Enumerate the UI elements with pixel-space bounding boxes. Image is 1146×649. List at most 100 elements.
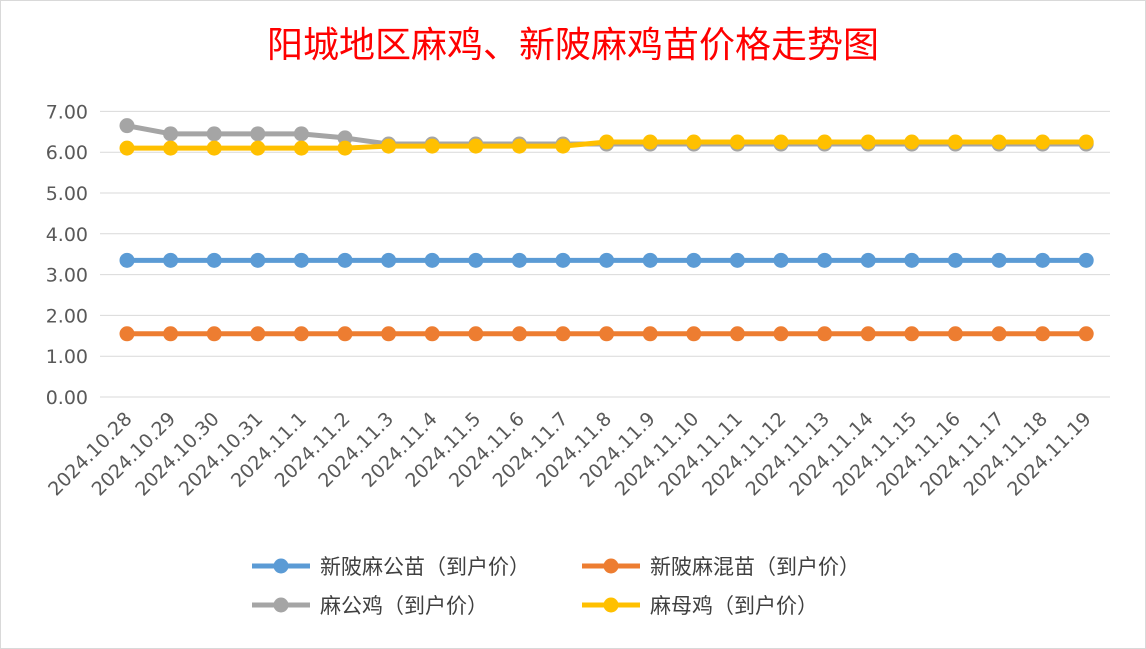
y-tick-label: 7.00 — [46, 101, 88, 123]
data-point — [119, 252, 135, 268]
y-tick-label: 0.00 — [46, 387, 88, 409]
data-point — [250, 252, 266, 268]
series-0 — [119, 252, 1094, 268]
data-point — [642, 134, 658, 150]
data-point — [381, 326, 397, 342]
data-point — [511, 326, 527, 342]
data-point — [119, 118, 135, 134]
legend-marker — [273, 558, 289, 574]
data-point — [206, 252, 222, 268]
data-point — [1035, 134, 1051, 150]
data-point — [1035, 326, 1051, 342]
legend-marker — [603, 558, 619, 574]
data-point — [163, 140, 179, 156]
data-point — [686, 326, 702, 342]
data-point — [860, 252, 876, 268]
data-point — [991, 326, 1007, 342]
data-point — [1078, 252, 1094, 268]
legend-item: 麻公鸡（到户价） — [252, 594, 488, 618]
data-point — [642, 326, 658, 342]
data-point — [337, 326, 353, 342]
data-point — [599, 134, 615, 150]
data-point — [163, 326, 179, 342]
data-point — [555, 138, 571, 154]
data-point — [424, 138, 440, 154]
data-point — [468, 138, 484, 154]
data-point — [206, 126, 222, 142]
data-point — [293, 326, 309, 342]
y-tick-label: 1.00 — [46, 346, 88, 368]
data-point — [424, 326, 440, 342]
data-point — [773, 252, 789, 268]
data-point — [250, 326, 266, 342]
data-point — [206, 326, 222, 342]
data-point — [817, 252, 833, 268]
y-tick-label: 4.00 — [46, 224, 88, 246]
data-point — [860, 134, 876, 150]
data-point — [729, 252, 745, 268]
data-point — [947, 326, 963, 342]
data-point — [773, 134, 789, 150]
legend-marker — [603, 597, 619, 613]
y-tick-label: 3.00 — [46, 265, 88, 287]
data-point — [860, 326, 876, 342]
data-point — [1078, 326, 1094, 342]
data-point — [904, 252, 920, 268]
data-point — [511, 252, 527, 268]
data-point — [337, 252, 353, 268]
data-point — [468, 326, 484, 342]
data-point — [773, 326, 789, 342]
series-3 — [119, 134, 1094, 156]
data-point — [119, 140, 135, 156]
data-point — [555, 252, 571, 268]
data-point — [555, 326, 571, 342]
data-point — [947, 252, 963, 268]
legend-item: 麻母鸡（到户价） — [582, 594, 818, 618]
data-point — [599, 326, 615, 342]
data-point — [904, 134, 920, 150]
data-point — [119, 326, 135, 342]
data-point — [947, 134, 963, 150]
data-point — [293, 140, 309, 156]
data-point — [686, 252, 702, 268]
data-point — [381, 138, 397, 154]
data-point — [337, 140, 353, 156]
legend-item: 新陂麻混苗（到户价） — [582, 555, 860, 579]
data-point — [1035, 252, 1051, 268]
data-point — [729, 326, 745, 342]
legend-item: 新陂麻公苗（到户价） — [252, 555, 530, 579]
data-point — [817, 326, 833, 342]
data-point — [686, 134, 702, 150]
data-point — [250, 126, 266, 142]
y-tick-label: 2.00 — [46, 305, 88, 327]
legend-marker — [273, 597, 289, 613]
data-point — [511, 138, 527, 154]
legend-label: 麻母鸡（到户价） — [650, 594, 818, 618]
series-1 — [119, 326, 1094, 342]
legend-label: 新陂麻公苗（到户价） — [320, 555, 530, 579]
data-point — [599, 252, 615, 268]
data-point — [991, 134, 1007, 150]
chart-title: 阳城地区麻鸡、新陂麻鸡苗价格走势图 — [266, 25, 879, 66]
data-point — [729, 134, 745, 150]
legend-label: 麻公鸡（到户价） — [320, 594, 488, 618]
data-point — [293, 252, 309, 268]
data-point — [468, 252, 484, 268]
legend-label: 新陂麻混苗（到户价） — [650, 555, 860, 579]
data-point — [163, 126, 179, 142]
data-point — [206, 140, 222, 156]
data-point — [250, 140, 266, 156]
data-point — [163, 252, 179, 268]
data-point — [991, 252, 1007, 268]
y-tick-label: 5.00 — [46, 183, 88, 205]
data-point — [817, 134, 833, 150]
data-point — [381, 252, 397, 268]
data-point — [293, 126, 309, 142]
data-point — [904, 326, 920, 342]
data-point — [1078, 134, 1094, 150]
data-point — [424, 252, 440, 268]
y-tick-label: 6.00 — [46, 142, 88, 164]
data-point — [642, 252, 658, 268]
